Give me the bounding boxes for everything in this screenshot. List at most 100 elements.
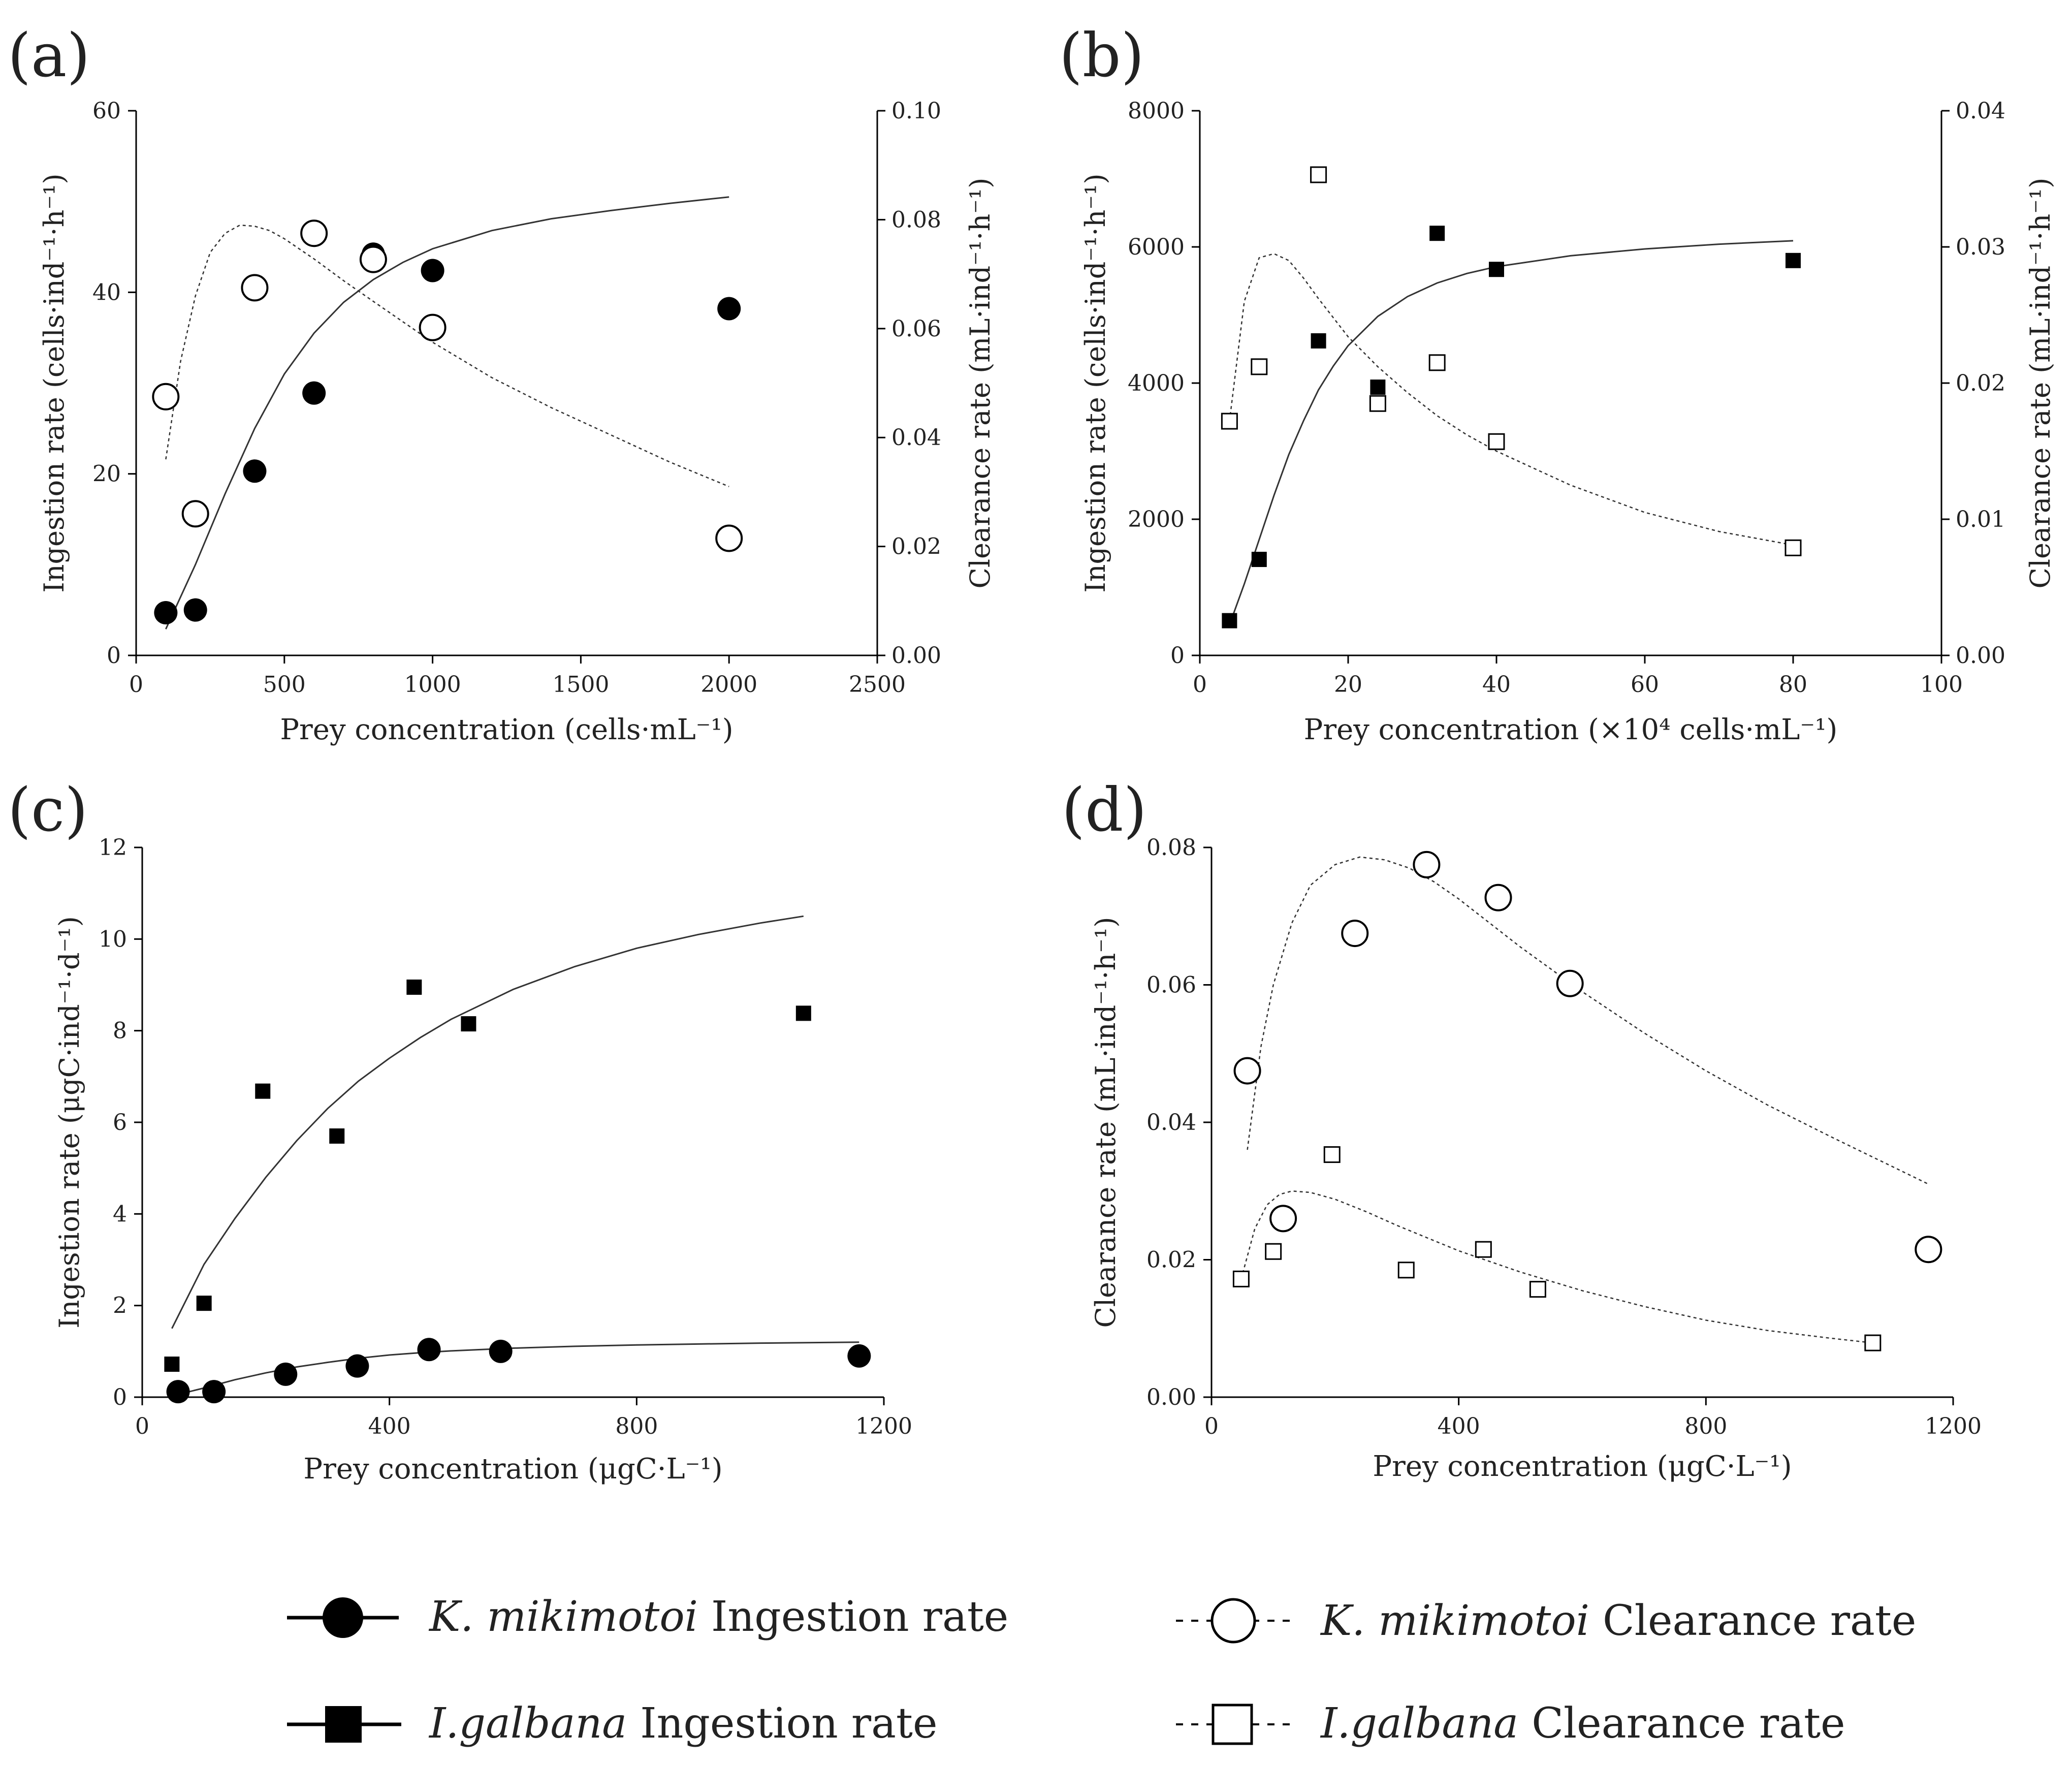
y-axis-title: Ingestion rate (μgC·ind⁻¹·d⁻¹) <box>53 916 85 1329</box>
data-point-filled-square-0-6 <box>795 1005 811 1021</box>
data-point-filled-circle-0-3 <box>302 381 326 405</box>
data-point-filled-circle-0-5 <box>421 259 444 282</box>
legend-open-circle-icon <box>1210 1598 1256 1644</box>
x-axis-title: Prey concentration (×10⁴ cells·mL⁻¹) <box>1304 713 1838 746</box>
y-axis-title: Clearance rate (mL·ind⁻¹·h⁻¹) <box>1090 917 1122 1328</box>
data-point-filled-circle-1-2 <box>274 1362 298 1386</box>
data-point-filled-square-0-2 <box>255 1083 271 1099</box>
data-point-filled-square-0-1 <box>196 1296 212 1311</box>
data-point-open-square-1-2 <box>1323 1146 1341 1163</box>
data-point-open-square-1-1 <box>1265 1243 1282 1260</box>
data-point-open-circle-1-6 <box>715 524 743 552</box>
data-point-filled-square-0-0 <box>1222 613 1237 628</box>
x-tick-label: 20 <box>1334 672 1362 698</box>
legend-item-ig-ingestion: I.galbana Ingestion rate <box>287 1699 938 1748</box>
data-point-filled-circle-0-2 <box>243 459 267 483</box>
y-tick-label: 0.00 <box>1146 1384 1196 1410</box>
x-tick-label: 400 <box>1438 1413 1480 1439</box>
y2-tick-label: 0.02 <box>1956 370 2005 396</box>
y2-tick-label: 0.02 <box>891 534 941 560</box>
data-point-open-square-1-4 <box>1475 1241 1492 1258</box>
y2-axis-title: Clearance rate (mL·ind⁻¹·h⁻¹) <box>964 178 996 589</box>
y2-tick-label: 0.04 <box>1956 98 2005 124</box>
data-point-open-square-1-5 <box>1529 1281 1546 1298</box>
fit-curve-solid-0 <box>171 915 804 1329</box>
data-point-open-square-1-3 <box>1369 395 1386 412</box>
y2-tick-label: 0.03 <box>1956 234 2005 260</box>
x-tick-label: 800 <box>1684 1413 1727 1439</box>
legend-label-km-ingestion: K. mikimotoi Ingestion rate <box>428 1593 1008 1641</box>
x-tick-label: 60 <box>1631 672 1659 698</box>
fit-curve-dashed-1 <box>1229 253 1794 546</box>
data-point-filled-circle-0-1 <box>183 598 207 622</box>
data-point-open-circle-0-2 <box>1341 920 1369 948</box>
fit-curve-solid-0 <box>165 196 729 629</box>
chart-panel-b: (b) 0 20 40 60 80 100 0 2000 4000 6000 8000 0.00 0.01… <box>1059 20 2056 746</box>
data-point-open-circle-0-1 <box>1269 1205 1297 1233</box>
y-tick-label: 60 <box>92 98 121 124</box>
data-point-open-circle-0-4 <box>1484 884 1512 911</box>
data-point-open-circle-1-5 <box>419 313 447 341</box>
data-point-open-square-1-5 <box>1488 433 1505 450</box>
y2-tick-label: 0.00 <box>891 643 941 669</box>
fit-curve-dashed-1 <box>165 224 729 487</box>
data-point-filled-circle-1-3 <box>345 1354 369 1378</box>
y-tick-label: 2000 <box>1128 507 1185 532</box>
data-point-open-square-1-3 <box>1397 1262 1415 1279</box>
y-tick-label: 0.06 <box>1146 972 1196 998</box>
data-point-open-circle-1-1 <box>181 500 209 528</box>
data-point-filled-circle-1-0 <box>166 1380 190 1404</box>
y-tick-label: 40 <box>92 279 121 305</box>
legend-label-ig-ingestion: I.galbana Ingestion rate <box>428 1699 938 1748</box>
data-point-open-circle-0-5 <box>1556 969 1584 997</box>
data-point-filled-square-0-4 <box>406 980 422 995</box>
legend-rate: Clearance rate <box>1589 1597 1916 1645</box>
y-tick-label: 0 <box>113 1384 127 1410</box>
legend-species: K. mikimotoi <box>428 1593 698 1641</box>
chart-panel-d: (d) 0 400 800 1200 0.00 0.02 0.04 0.06 0.08 Prey c… <box>1062 775 1982 1483</box>
x-tick-label: 0 <box>1204 1413 1219 1439</box>
data-point-filled-square-0-3 <box>1370 380 1386 395</box>
legend: K. mikimotoi Ingestion rate I.galbana In… <box>287 1593 1916 1748</box>
y-tick-label: 12 <box>99 835 127 861</box>
x-tick-label: 1000 <box>404 672 461 698</box>
y-tick-label: 2 <box>113 1293 127 1319</box>
y-tick-label: 10 <box>99 926 127 952</box>
y-axis-title: Ingestion rate (cells·ind⁻¹·h⁻¹) <box>38 173 70 592</box>
data-point-open-square-1-0 <box>1221 413 1238 430</box>
data-point-open-square-1-2 <box>1310 166 1327 183</box>
y2-tick-label: 0.00 <box>1956 643 2005 669</box>
legend-species: I.galbana <box>428 1699 627 1748</box>
x-tick-label: 1200 <box>855 1413 912 1439</box>
y-tick-label: 8000 <box>1128 98 1185 124</box>
legend-rate: Clearance rate <box>1518 1699 1845 1748</box>
x-axis-title: Prey concentration (μgC·L⁻¹) <box>303 1453 722 1486</box>
data-point-filled-square-0-2 <box>1311 333 1326 349</box>
y-tick-label: 0.02 <box>1146 1247 1196 1273</box>
data-point-filled-square-0-0 <box>164 1357 180 1372</box>
y-axis-title: Ingestion rate (cells·ind⁻¹·h⁻¹) <box>1079 173 1111 592</box>
y-tick-label: 8 <box>113 1018 127 1044</box>
legend-species: I.galbana <box>1320 1699 1518 1748</box>
x-tick-label: 500 <box>263 672 306 698</box>
y-tick-label: 6 <box>113 1110 127 1136</box>
data-point-open-square-1-0 <box>1232 1270 1250 1287</box>
y-tick-label: 0 <box>1170 643 1185 669</box>
y-tick-label: 6000 <box>1128 234 1185 260</box>
panel-label: (c) <box>8 775 88 845</box>
fit-curve-solid-1 <box>178 1341 859 1396</box>
legend-item-km-clearance: K. mikimotoi Clearance rate <box>1176 1597 1916 1645</box>
legend-filled-circle-icon <box>323 1597 363 1638</box>
legend-item-km-ingestion: K. mikimotoi Ingestion rate <box>287 1593 1008 1641</box>
data-point-filled-circle-1-1 <box>202 1380 226 1404</box>
chart-panel-c: (c) 0 400 800 1200 0 2 4 6 8 10 12 Prey concentratio… <box>8 775 912 1486</box>
data-point-open-circle-1-3 <box>300 219 328 247</box>
data-point-open-circle-0-3 <box>1413 850 1441 878</box>
y-tick-label: 0.08 <box>1146 835 1196 861</box>
data-point-open-circle-0-0 <box>1233 1057 1261 1085</box>
data-point-filled-circle-1-4 <box>417 1338 441 1362</box>
y-tick-label: 0.04 <box>1146 1110 1196 1136</box>
data-point-filled-square-0-1 <box>1251 552 1267 568</box>
